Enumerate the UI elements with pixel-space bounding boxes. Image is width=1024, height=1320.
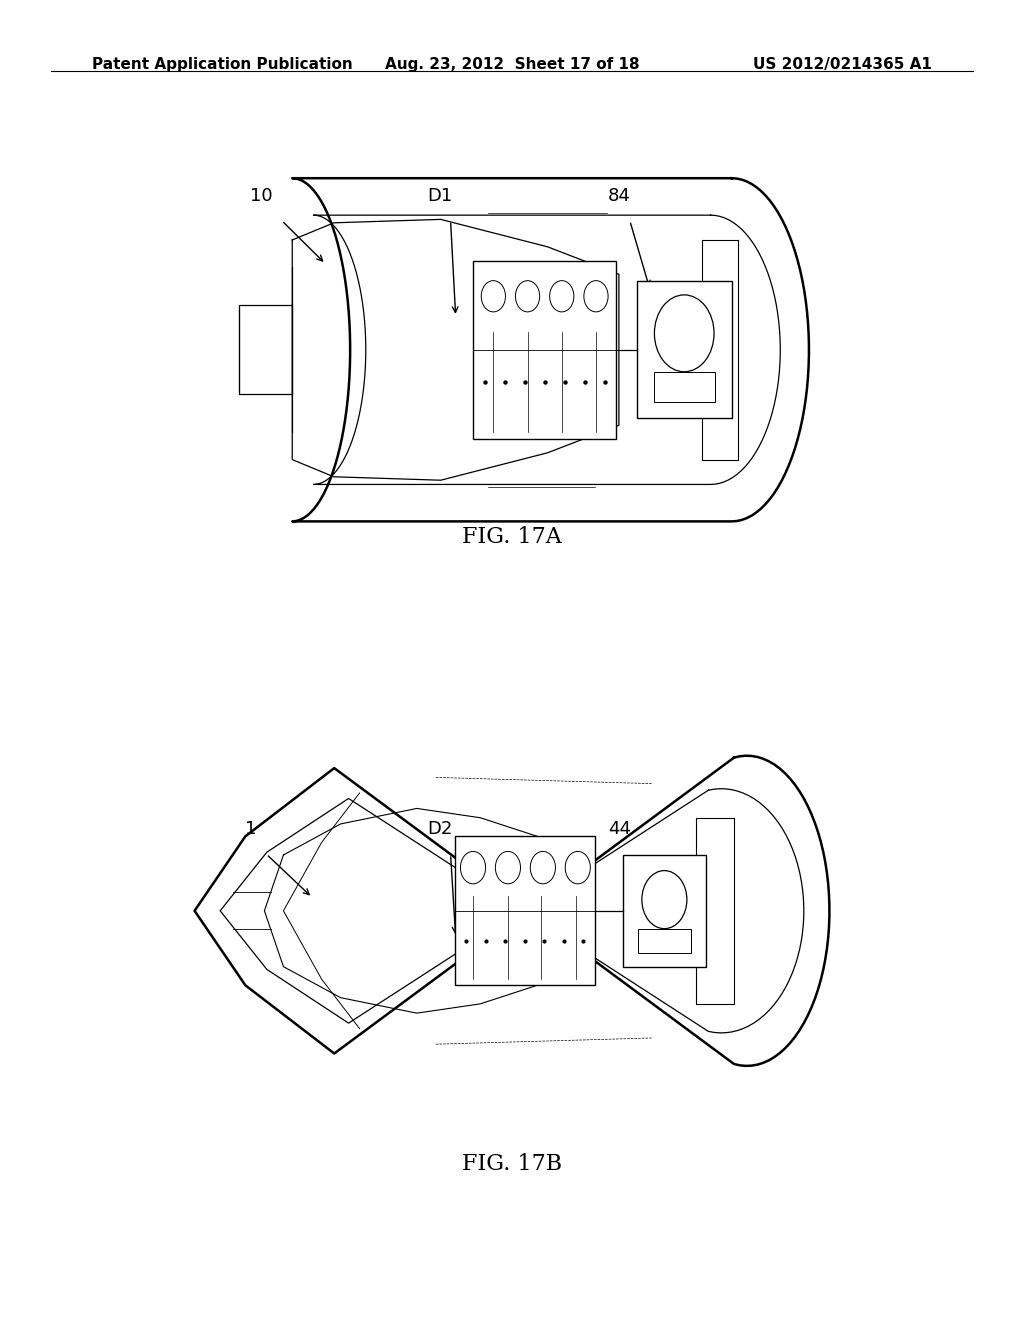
Circle shape: [642, 871, 687, 929]
Bar: [638, 929, 691, 953]
Bar: [623, 855, 706, 966]
Circle shape: [461, 851, 485, 884]
Text: FIG. 17B: FIG. 17B: [462, 1154, 562, 1175]
Circle shape: [565, 851, 591, 884]
Circle shape: [481, 281, 506, 312]
Circle shape: [584, 281, 608, 312]
Text: D2: D2: [428, 820, 453, 838]
Bar: [455, 837, 595, 985]
Text: Aug. 23, 2012  Sheet 17 of 18: Aug. 23, 2012 Sheet 17 of 18: [385, 57, 639, 71]
Text: 84: 84: [608, 186, 631, 205]
Circle shape: [515, 281, 540, 312]
Text: 1: 1: [245, 820, 257, 838]
Text: US 2012/0214365 A1: US 2012/0214365 A1: [753, 57, 932, 71]
Circle shape: [654, 294, 714, 372]
Circle shape: [550, 281, 573, 312]
Text: D1: D1: [428, 186, 453, 205]
Text: 10: 10: [250, 186, 272, 205]
Bar: [473, 260, 616, 440]
Circle shape: [530, 851, 555, 884]
Text: FIG. 17A: FIG. 17A: [462, 527, 562, 548]
Text: Patent Application Publication: Patent Application Publication: [92, 57, 353, 71]
Circle shape: [496, 851, 520, 884]
Bar: [637, 281, 732, 418]
Bar: [654, 372, 715, 403]
Text: 44: 44: [608, 820, 631, 838]
